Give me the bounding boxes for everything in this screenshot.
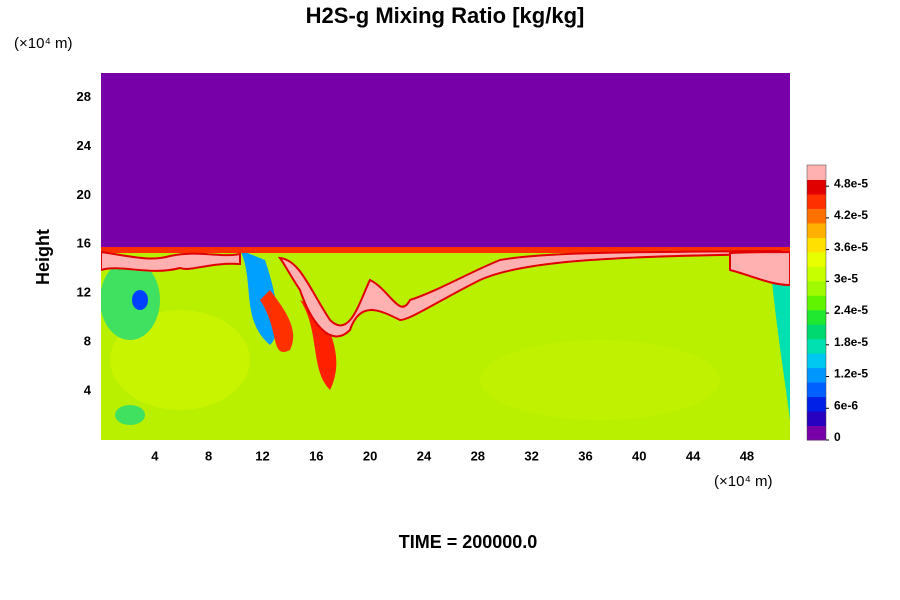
y-tick-label: 28 bbox=[77, 89, 91, 104]
colorbar-band bbox=[807, 309, 826, 325]
colorbar-band bbox=[807, 222, 826, 238]
y-tick-label: 8 bbox=[84, 334, 91, 349]
colorbar-tick-label: 1.8e-5 bbox=[834, 335, 868, 349]
footer-time: TIME = 200000.0 bbox=[399, 532, 538, 552]
colorbar-band bbox=[807, 338, 826, 354]
colorbar-band bbox=[807, 165, 826, 180]
colorbar-band bbox=[807, 208, 826, 224]
colorbar-band bbox=[807, 396, 826, 412]
x-tick-label: 44 bbox=[686, 448, 701, 463]
colorbar-tick-label: 6e-6 bbox=[834, 398, 858, 412]
x-tick-label: 48 bbox=[740, 448, 754, 463]
colorbar-frame bbox=[806, 164, 827, 441]
y-tick-label: 20 bbox=[77, 187, 91, 202]
colorbar-band bbox=[807, 425, 826, 441]
colorbar-tick-label: 4.8e-5 bbox=[834, 176, 868, 190]
colorbar-tick-label: 3.6e-5 bbox=[834, 240, 868, 254]
chart-title: H2S-g Mixing Ratio [kg/kg] bbox=[306, 3, 585, 28]
x-tick-label: 24 bbox=[417, 448, 432, 463]
x-tick-label: 20 bbox=[363, 448, 377, 463]
x-tick-label: 28 bbox=[471, 448, 485, 463]
x-tick-label: 12 bbox=[255, 448, 269, 463]
colorbar-tick-label: 3e-5 bbox=[834, 272, 858, 286]
colorbar-band bbox=[807, 324, 826, 340]
colorbar-band bbox=[807, 382, 826, 398]
colorbar-band bbox=[807, 280, 826, 296]
y-tick-label: 4 bbox=[84, 383, 92, 398]
colorbar-band bbox=[807, 237, 826, 253]
colorbar-band bbox=[807, 179, 826, 195]
colorbar-band bbox=[807, 295, 826, 311]
colorbar-band bbox=[807, 353, 826, 369]
x-tick-label: 16 bbox=[309, 448, 323, 463]
colorbar-band bbox=[807, 367, 826, 383]
colorbar-band bbox=[807, 411, 826, 427]
colorbar-tick-label: 4.2e-5 bbox=[834, 208, 868, 222]
y-tick-label: 24 bbox=[77, 138, 92, 153]
y-axis-label: Height bbox=[33, 229, 53, 285]
x-tick-label: 40 bbox=[632, 448, 646, 463]
colorbar-band bbox=[807, 266, 826, 282]
x-tick-label: 8 bbox=[205, 448, 212, 463]
x-unit: (×10⁴ m) bbox=[714, 473, 773, 490]
colorbar-tick-label: 0 bbox=[834, 430, 841, 444]
colorbar-tick-label: 1.2e-5 bbox=[834, 367, 868, 381]
colorbar-band bbox=[807, 193, 826, 209]
x-tick-label: 32 bbox=[524, 448, 538, 463]
y-tick-label: 12 bbox=[77, 285, 91, 300]
x-tick-label: 4 bbox=[151, 448, 159, 463]
field bbox=[101, 73, 790, 440]
colorbar-tick-label: 2.4e-5 bbox=[834, 303, 868, 317]
x-tick-label: 36 bbox=[578, 448, 592, 463]
y-unit: (×10⁴ m) bbox=[14, 35, 73, 52]
y-tick-label: 16 bbox=[77, 236, 91, 251]
colorbar-band bbox=[807, 251, 826, 267]
